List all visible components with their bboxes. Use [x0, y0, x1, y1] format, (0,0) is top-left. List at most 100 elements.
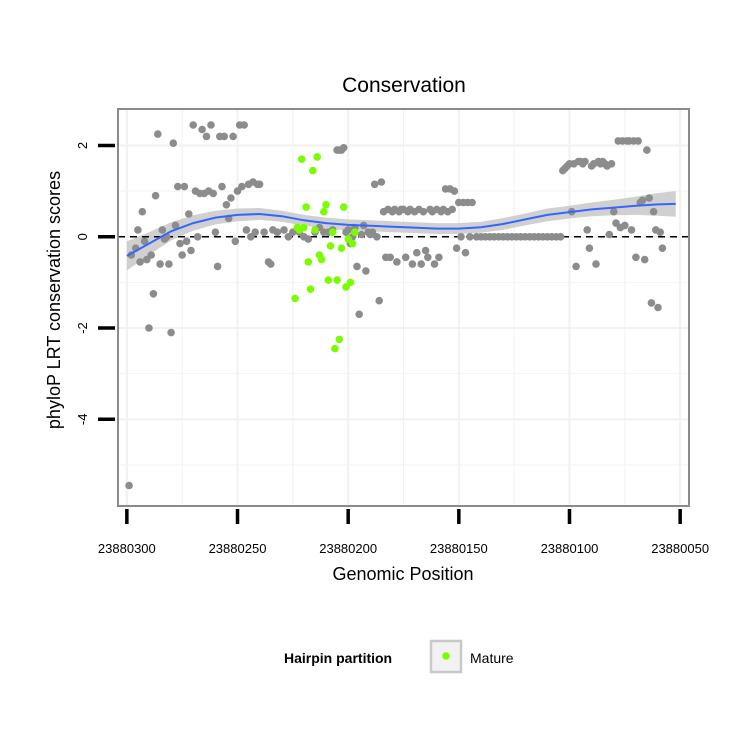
data-point-mature	[317, 255, 326, 264]
data-point-other	[185, 210, 193, 218]
x-tick-label: 23880200	[319, 541, 377, 556]
gridlines	[118, 109, 689, 506]
data-point-other	[585, 244, 594, 252]
data-point-other	[213, 262, 222, 271]
data-point-other	[189, 121, 197, 129]
data-point-other	[280, 226, 288, 234]
data-point-other	[632, 253, 640, 262]
y-axis-title: phyloP LRT conservation scores	[44, 171, 64, 429]
data-point-other	[421, 246, 430, 255]
data-point-other	[158, 226, 167, 234]
data-point-other	[645, 194, 653, 202]
data-point-mature	[337, 244, 346, 252]
data-point-mature	[322, 201, 330, 209]
data-point-other	[466, 233, 474, 241]
data-point-other	[370, 180, 379, 189]
data-point-other	[140, 237, 149, 246]
data-point-other	[165, 260, 173, 268]
data-point-other	[461, 248, 470, 257]
data-point-other	[231, 237, 240, 246]
data-point-other	[386, 253, 395, 262]
x-tick-label: 23880250	[209, 541, 267, 556]
data-point-mature	[309, 166, 317, 175]
data-point-other	[182, 237, 191, 246]
data-point-other	[176, 239, 184, 248]
data-point-other	[621, 221, 629, 230]
data-point-other	[419, 207, 428, 216]
data-point-other	[592, 260, 600, 268]
data-point-other	[435, 253, 443, 262]
data-point-other	[393, 258, 401, 266]
data-point-other	[255, 180, 264, 189]
data-point-other	[417, 260, 426, 268]
data-point-other	[207, 121, 215, 129]
data-point-other	[304, 235, 313, 243]
data-point-other	[656, 228, 664, 236]
x-tick-label: 23880150	[430, 541, 488, 556]
data-point-other	[273, 228, 282, 236]
data-point-other	[171, 221, 180, 230]
data-point-other	[649, 207, 658, 216]
legend-key-dot	[442, 652, 450, 660]
data-point-other	[647, 299, 656, 307]
data-point-mature	[351, 228, 359, 236]
data-point-other	[178, 251, 186, 259]
data-point-other	[266, 260, 275, 268]
data-point-other	[355, 310, 364, 319]
data-point-other	[136, 258, 144, 266]
data-point-other	[450, 187, 459, 195]
data-point-other	[138, 207, 147, 216]
data-point-mature	[304, 258, 313, 266]
data-point-mature	[302, 203, 310, 211]
data-point-other	[344, 226, 353, 234]
data-point-mature	[300, 223, 308, 232]
data-point-other	[638, 196, 647, 205]
legend-title: Hairpin partition	[284, 650, 392, 666]
legend-label-mature: Mature	[470, 650, 514, 666]
data-point-mature	[313, 153, 322, 161]
smooth-line-layer	[126, 202, 676, 257]
data-point-other	[634, 137, 642, 145]
smooth-trend-line	[126, 202, 676, 257]
x-axis-title: Genomic Position	[332, 564, 473, 584]
data-point-other	[658, 244, 667, 252]
data-point-other	[640, 255, 649, 264]
data-point-other	[556, 233, 565, 241]
data-point-other	[227, 194, 235, 202]
data-point-other	[193, 233, 202, 241]
data-point-other	[169, 139, 178, 147]
data-point-other	[339, 144, 348, 152]
data-point-other	[583, 226, 591, 234]
data-point-other	[238, 182, 246, 191]
data-point-mature	[306, 285, 315, 294]
confidence-band	[126, 191, 676, 271]
data-point-other	[373, 233, 381, 241]
data-point-mature	[348, 239, 357, 248]
data-point-mature	[333, 276, 341, 284]
data-point-other	[448, 205, 457, 214]
data-point-other	[362, 267, 370, 275]
data-point-other	[251, 228, 259, 236]
data-point-mature	[346, 278, 355, 287]
data-point-other	[222, 201, 231, 209]
y-tick-label: 2	[75, 142, 90, 149]
data-point-other	[581, 157, 589, 166]
x-tick-label: 23880050	[651, 541, 709, 556]
y-tick-label: -2	[75, 322, 90, 334]
data-point-other	[377, 178, 386, 186]
x-tick-label: 23880100	[541, 541, 599, 556]
data-point-other	[240, 121, 248, 129]
x-tick-label: 23880300	[98, 541, 156, 556]
data-point-mature	[291, 294, 299, 303]
data-point-other	[353, 262, 361, 271]
data-point-other	[134, 226, 142, 234]
confidence-band-layer	[126, 191, 676, 271]
data-point-other	[218, 182, 226, 191]
data-point-other	[209, 189, 217, 198]
data-point-other	[452, 244, 461, 252]
data-point-other	[149, 290, 158, 298]
data-point-mature	[328, 228, 337, 236]
data-point-mature	[320, 207, 328, 216]
y-axis: 2 0 -2 -4	[75, 142, 115, 425]
data-point-other	[357, 230, 366, 239]
